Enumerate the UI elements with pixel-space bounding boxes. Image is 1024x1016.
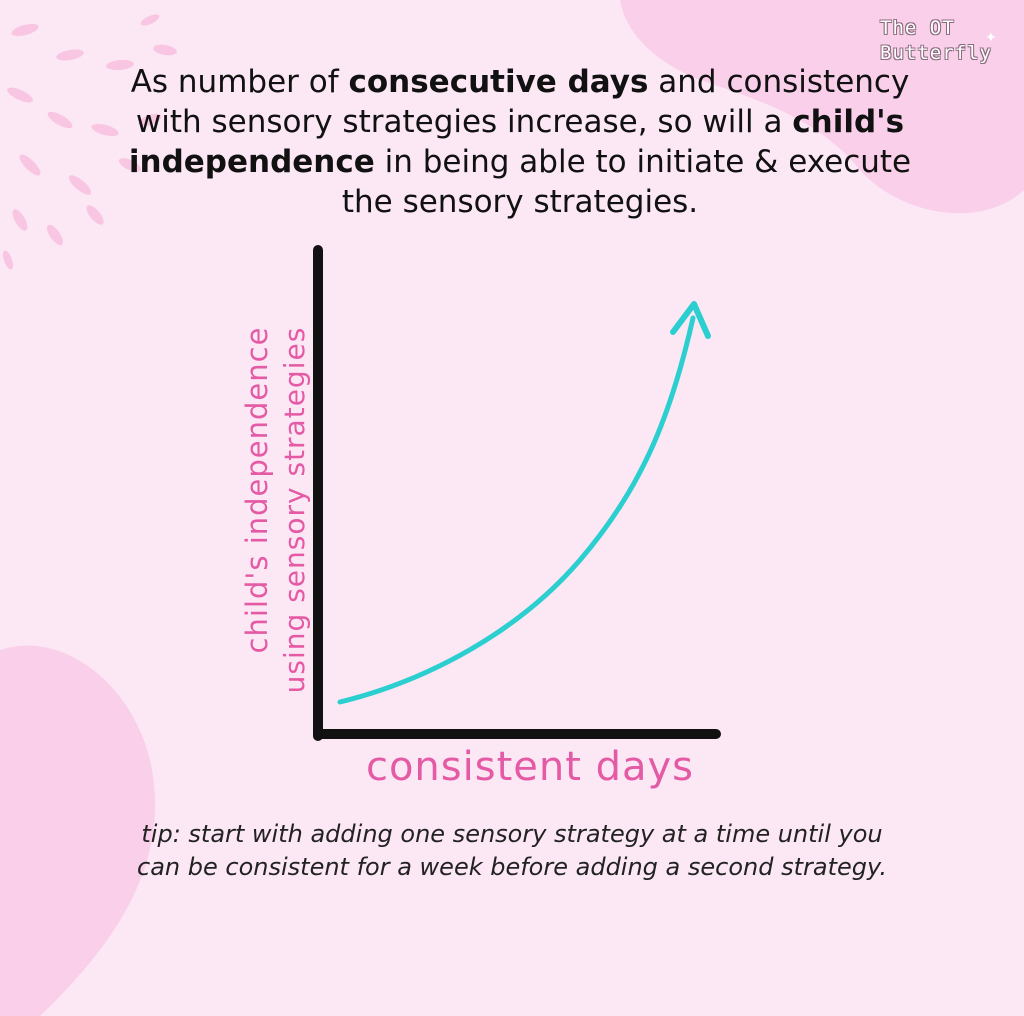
bottom-left-blob xyxy=(0,645,156,1016)
headline-part1: As number of xyxy=(130,64,349,100)
brand-logo: The OT Butterfly xyxy=(880,16,1000,66)
growth-curve xyxy=(337,315,696,705)
brand-logo-line1: The OT xyxy=(880,17,955,39)
curve-arrowhead xyxy=(670,301,711,339)
top-right-blob xyxy=(620,0,1024,214)
x-axis-label: consistent days xyxy=(365,744,695,790)
y-axis-label-line1: child's independence xyxy=(240,326,274,654)
sparkle-icon: ✦ xyxy=(985,30,997,46)
tip-text: tip: start with adding one sensory strat… xyxy=(137,820,887,881)
headline-bold1: consecutive days xyxy=(348,64,649,100)
y-axis-label-line2: using sensory strategies xyxy=(278,326,311,694)
decorative-dashes xyxy=(2,14,177,270)
headline-bold2: child's independence xyxy=(128,104,905,180)
brand-logo-line2: Butterfly xyxy=(880,42,992,64)
headline: As number of consecutive days and consis… xyxy=(120,62,920,222)
headline-part2: and consistency with sensory strategies … xyxy=(135,64,910,140)
headline-part3: in being able to initiate & execute the … xyxy=(341,144,912,220)
